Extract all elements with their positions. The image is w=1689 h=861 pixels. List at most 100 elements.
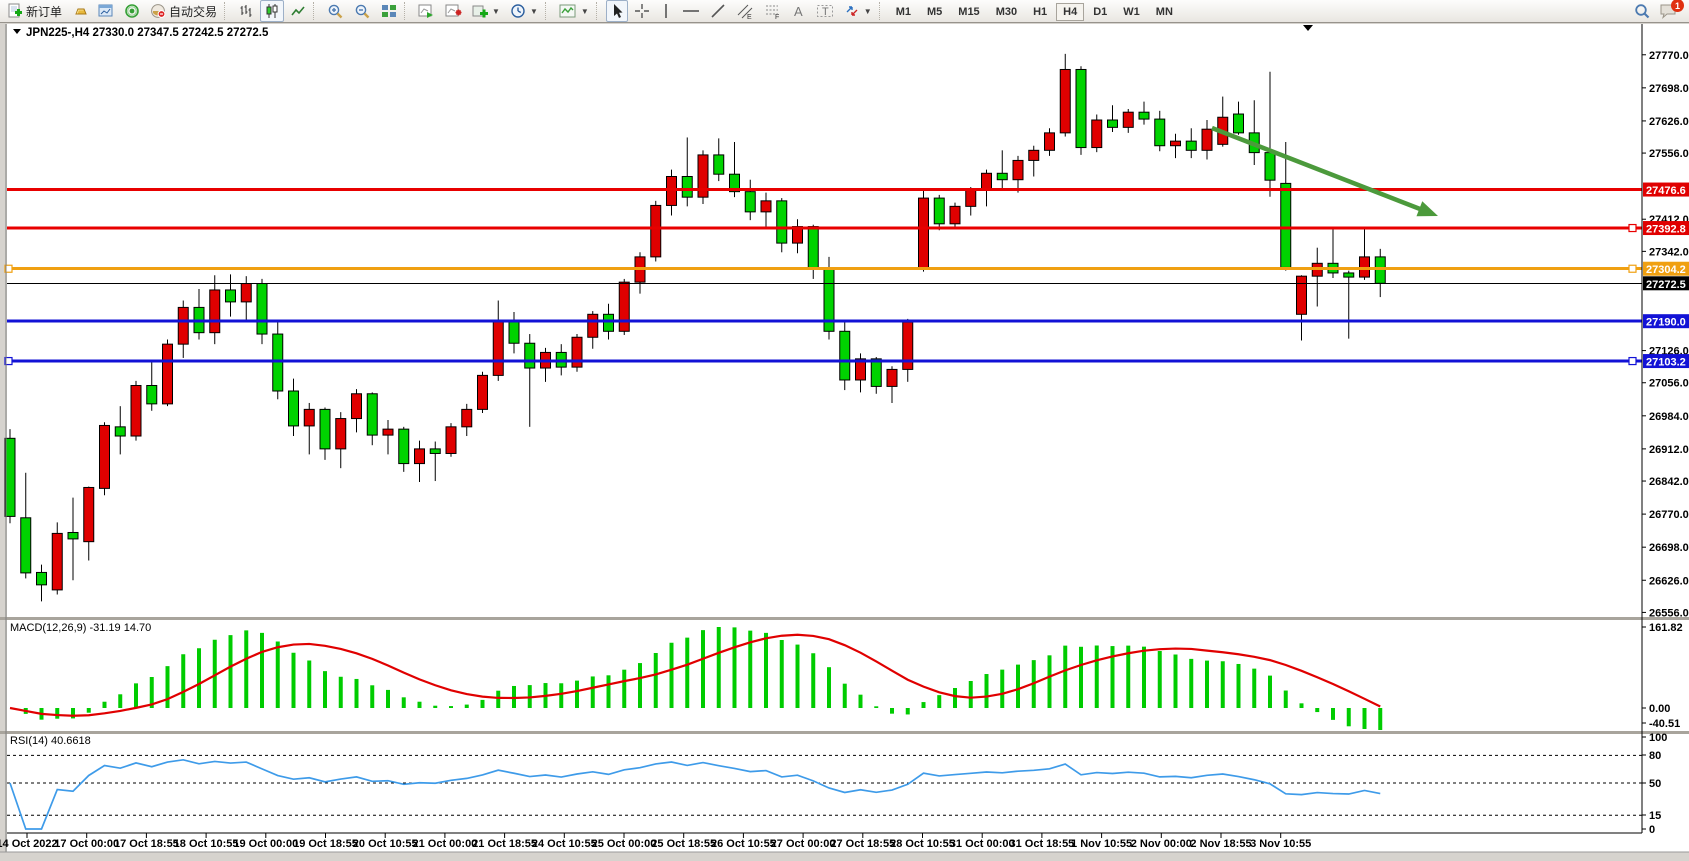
candle-body xyxy=(1233,113,1244,134)
tf-H1[interactable]: H1 xyxy=(1033,5,1048,18)
candle-body xyxy=(855,358,866,381)
trendline-button[interactable] xyxy=(706,0,730,22)
candle-body xyxy=(1091,119,1103,149)
tf-MN[interactable]: MN xyxy=(1155,5,1173,18)
search-icon[interactable] xyxy=(1633,2,1651,20)
tf-W1[interactable]: W1 xyxy=(1123,5,1140,18)
trend-arrow-head[interactable] xyxy=(1416,201,1438,217)
candle-body xyxy=(744,191,756,213)
price-tick-label: 27770.0 xyxy=(1649,50,1689,62)
candle xyxy=(1075,66,1087,155)
candle-body xyxy=(51,532,63,591)
chevron-down-icon: ▼ xyxy=(529,6,538,16)
crosshair-button[interactable] xyxy=(630,0,654,22)
channel-button[interactable]: E xyxy=(732,0,758,22)
trend-arrow[interactable] xyxy=(1211,125,1428,214)
candle xyxy=(382,419,394,455)
tf-H4[interactable]: H4 xyxy=(1056,2,1085,21)
candle-body xyxy=(240,283,252,303)
candle xyxy=(618,278,630,335)
candle-body xyxy=(870,358,882,387)
candle-body xyxy=(1154,118,1166,147)
time-tick-label: 24 Oct 10:55 xyxy=(532,838,597,850)
candle xyxy=(1138,101,1150,125)
time-tick-label: 26 Oct 10:55 xyxy=(711,838,776,850)
candle-body xyxy=(1075,68,1087,149)
tf-M1[interactable]: M1 xyxy=(895,5,911,18)
indicator-window-icon xyxy=(418,3,435,19)
tf-M30[interactable]: M30 xyxy=(995,5,1018,18)
macd-axis-label: 161.82 xyxy=(1649,622,1683,634)
time-tick-label: 31 Oct 00:00 xyxy=(950,838,1015,850)
tile-windows-button[interactable] xyxy=(377,0,401,22)
candle-body xyxy=(83,486,95,543)
charts-button[interactable] xyxy=(94,0,118,22)
macd-signal-line xyxy=(9,633,1381,717)
candle xyxy=(1296,275,1307,341)
chat-icon[interactable]: 1 xyxy=(1659,0,1684,19)
candle-body xyxy=(1343,272,1355,278)
zoom-out-button[interactable] xyxy=(350,0,375,22)
candle xyxy=(429,441,441,482)
candle-body xyxy=(1296,275,1307,315)
candle xyxy=(209,275,221,345)
time-tick-label: 18 Oct 10:55 xyxy=(174,838,239,850)
candle xyxy=(870,357,882,394)
candle-body xyxy=(1264,152,1276,181)
shapes-button[interactable]: ▼ xyxy=(840,0,876,22)
autotrading-icon xyxy=(150,3,166,19)
indicator-add-button[interactable] xyxy=(441,0,466,22)
line-handle[interactable] xyxy=(1628,264,1637,273)
time-tick-label: 3 Nov 10:55 xyxy=(1250,838,1311,850)
horizontal-line-button[interactable] xyxy=(678,0,704,22)
cursor-button[interactable] xyxy=(605,0,628,22)
price-badge xyxy=(1643,261,1689,276)
period-button[interactable]: ▼ xyxy=(506,0,542,22)
candle-body xyxy=(4,437,16,517)
fibonacci-button[interactable]: F xyxy=(760,0,786,22)
new-order-icon xyxy=(7,3,23,19)
chart-window-icon xyxy=(98,3,114,19)
candle-body xyxy=(981,172,992,191)
text-label-button[interactable]: T xyxy=(812,0,838,22)
text-button[interactable]: A xyxy=(788,0,810,22)
time-tick-label: 21 Oct 18:55 xyxy=(472,838,537,850)
price-tick-label: 27342.0 xyxy=(1649,246,1689,258)
vertical-line-button[interactable] xyxy=(656,0,676,22)
price-axis-background xyxy=(1642,24,1689,852)
shift-marker xyxy=(1303,25,1313,31)
line-handle[interactable] xyxy=(1628,223,1637,233)
candle-body xyxy=(965,189,977,207)
tile-windows-icon xyxy=(381,3,397,19)
candle-body xyxy=(508,320,520,344)
candle xyxy=(587,311,599,349)
candle-body xyxy=(461,408,473,428)
tf-M5[interactable]: M5 xyxy=(927,5,943,18)
symbol-dropdown-icon[interactable] xyxy=(13,29,21,34)
line-handle[interactable] xyxy=(4,356,13,366)
chart-preview-button[interactable]: ▼ xyxy=(555,0,593,22)
candle xyxy=(303,402,315,455)
line-handle[interactable] xyxy=(1628,356,1637,366)
indicator-window-button[interactable] xyxy=(414,0,439,22)
line-chart-button[interactable] xyxy=(286,0,310,22)
gold-button[interactable] xyxy=(68,0,92,22)
bar-chart-button[interactable] xyxy=(234,0,258,22)
candlestick-chart-button[interactable] xyxy=(260,0,285,22)
add-indicator-button[interactable]: ▼ xyxy=(468,0,504,22)
line-handle[interactable] xyxy=(4,264,13,273)
new-order-button[interactable]: 新订单 xyxy=(3,0,66,22)
candle xyxy=(1233,101,1244,135)
tf-M15[interactable]: M15 xyxy=(958,5,980,18)
autotrading-button[interactable]: 自动交易 xyxy=(146,0,221,22)
signals-button[interactable] xyxy=(120,0,144,22)
candle xyxy=(839,321,851,391)
tf-D1[interactable]: D1 xyxy=(1093,5,1108,18)
pane-splitter[interactable] xyxy=(0,617,1689,620)
chevron-down-icon: ▼ xyxy=(580,6,589,16)
candle xyxy=(713,138,725,182)
pane-splitter[interactable] xyxy=(0,731,1689,734)
candle xyxy=(351,389,362,433)
zoom-in-button[interactable] xyxy=(323,0,348,22)
